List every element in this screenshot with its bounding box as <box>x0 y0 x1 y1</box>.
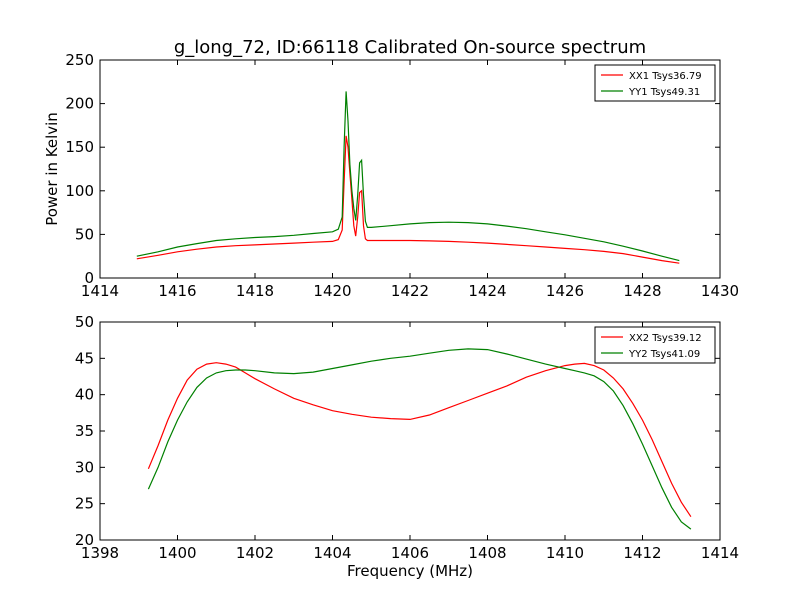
y-tick-label: 50 <box>75 225 94 243</box>
legend: XX2 Tsys39.12 YY2 Tsys41.09 <box>594 326 716 364</box>
y-tick-label: 35 <box>75 422 94 440</box>
x-axis-label: Frequency (MHz) <box>347 562 473 580</box>
x-tick-label: 1400 <box>158 544 196 562</box>
x-tick-label: 1408 <box>468 544 506 562</box>
y-tick-label: 30 <box>75 458 94 476</box>
y-tick-label: 25 <box>75 495 94 513</box>
x-tick-label: 1426 <box>546 282 584 300</box>
x-tick-label: 1414 <box>81 282 119 300</box>
x-tick-label: 1414 <box>701 544 739 562</box>
y-tick-label: 50 <box>75 313 94 331</box>
y-axis-label: Power in Kelvin <box>43 112 61 226</box>
x-tick-label: 1416 <box>158 282 196 300</box>
y-tick-label: 100 <box>65 182 94 200</box>
x-tick-label: 1424 <box>468 282 506 300</box>
bottom-spectrum-panel: 1398 1400 1402 1404 1406 1408 1410 1412 1414 20 25… <box>75 313 739 580</box>
legend-label: XX1 Tsys36.79 <box>629 71 702 82</box>
x-tick-label: 1428 <box>623 282 661 300</box>
series-line-xx2 <box>147 362 692 518</box>
x-tick-label: 1410 <box>546 544 584 562</box>
y-tick-label: 200 <box>65 95 94 113</box>
legend-label: YY1 Tsys49.31 <box>628 87 700 98</box>
legend: XX1 Tsys36.79 YY1 Tsys49.31 <box>594 64 716 102</box>
legend-label: YY2 Tsys41.09 <box>628 349 700 360</box>
top-spectrum-panel: 1414 1416 1418 1420 1422 1424 1426 1428 1430 0 50 1… <box>43 51 739 300</box>
figure-title: g_long_72, ID:66118 Calibrated On-source… <box>174 37 646 58</box>
legend-label: XX2 Tsys39.12 <box>629 333 702 344</box>
legend-box <box>594 64 716 102</box>
x-tick-label: 1420 <box>313 282 351 300</box>
y-tick-label: 0 <box>84 269 94 287</box>
legend-box <box>594 326 716 364</box>
y-tick-label: 40 <box>75 386 94 404</box>
series-line-yy1 <box>136 91 680 262</box>
series-line-yy2 <box>147 348 692 530</box>
x-tick-label: 1412 <box>623 544 661 562</box>
x-tick-label: 1422 <box>391 282 429 300</box>
y-tick-label: 250 <box>65 51 94 69</box>
x-tick-label: 1430 <box>701 282 739 300</box>
x-tick-label: 1406 <box>391 544 429 562</box>
x-tick-label: 1404 <box>313 544 351 562</box>
x-tick-label: 1402 <box>236 544 274 562</box>
x-tick-label: 1418 <box>236 282 274 300</box>
series-line-xx1 <box>136 135 680 264</box>
y-tick-label: 45 <box>75 349 94 367</box>
y-tick-label: 150 <box>65 138 94 156</box>
y-tick-label: 20 <box>75 531 94 549</box>
x-tick-label: 1398 <box>81 544 119 562</box>
